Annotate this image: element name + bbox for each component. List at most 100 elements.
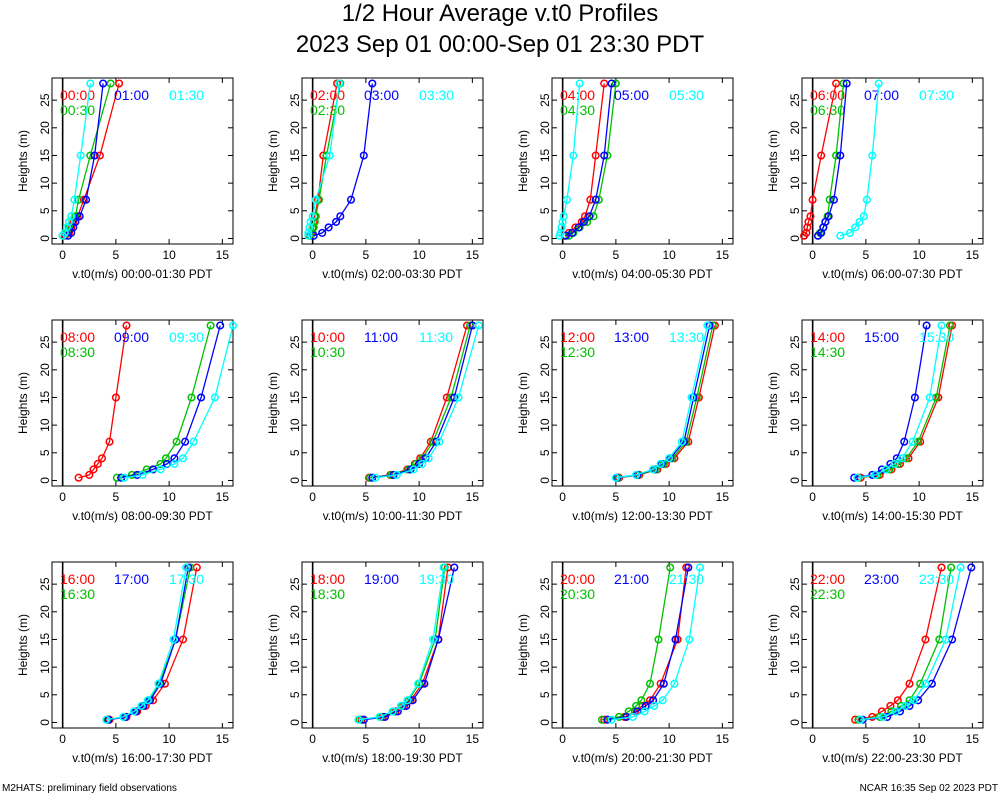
data-point: [558, 217, 567, 226]
x-tick-label: 5: [613, 490, 620, 504]
data-point: [392, 470, 401, 479]
legend-label: 00:00: [60, 87, 95, 103]
data-point: [611, 473, 620, 482]
x-tick-label: 10: [662, 248, 676, 262]
legend-label: 12:30: [560, 344, 595, 360]
x-tick-label: 5: [863, 732, 870, 746]
data-point: [806, 212, 815, 221]
x-tick-label: 15: [966, 248, 980, 262]
x-tick-label: 0: [559, 248, 566, 262]
y-tick-label: 20: [538, 363, 552, 377]
data-point: [74, 473, 83, 482]
data-point: [559, 212, 568, 221]
data-point: [937, 321, 946, 330]
y-tick-label: 25: [288, 335, 302, 349]
data-point: [666, 563, 675, 572]
data-point: [450, 393, 459, 402]
data-point: [371, 473, 380, 482]
data-point: [836, 151, 845, 160]
data-point: [181, 437, 190, 446]
data-point: [637, 696, 646, 705]
profile-panel: 0 5 10 15 0 5 10 15 20 25 v.t0(m/s) 08:00-09:30 PD…: [16, 319, 238, 523]
x-tick-label: 10: [412, 732, 426, 746]
y-tick-label: 15: [38, 632, 52, 646]
x-axis-label: v.t0(m/s) 22:00-23:30 PDT: [822, 751, 963, 765]
y-axis-label: Heights (m): [266, 614, 280, 676]
y-tick-label: 20: [538, 121, 552, 135]
data-point: [591, 151, 600, 160]
data-point: [428, 635, 438, 644]
y-tick-label: 15: [538, 148, 552, 162]
y-tick-label: 0: [288, 477, 302, 484]
data-point: [832, 151, 841, 160]
x-tick-label: 10: [162, 248, 176, 262]
data-point: [640, 707, 649, 716]
data-point: [947, 563, 956, 572]
y-axis-label: Heights (m): [766, 130, 780, 192]
plot-frame: [301, 561, 484, 729]
data-point: [671, 635, 680, 644]
data-point: [86, 79, 95, 88]
profile-panel: 0 5 10 15 0 5 10 15 20 25 v.t0(m/s) 22:00-23:30 PD…: [766, 561, 984, 765]
data-point: [454, 393, 463, 402]
data-point: [474, 321, 483, 330]
data-point: [871, 470, 880, 479]
y-tick-label: 25: [538, 577, 552, 591]
y-axis-label: Heights (m): [266, 372, 280, 434]
y-tick-label: 5: [538, 207, 552, 214]
y-tick-label: 5: [288, 449, 302, 456]
x-tick-label: 0: [59, 732, 66, 746]
y-tick-label: 0: [788, 719, 802, 726]
data-point: [435, 437, 444, 446]
x-tick-label: 0: [559, 732, 566, 746]
legend-label: 17:00: [114, 571, 149, 587]
y-axis-label: Heights (m): [516, 614, 530, 676]
data-point: [591, 195, 600, 204]
data-point: [905, 679, 914, 688]
y-tick-label: 20: [288, 605, 302, 619]
data-point: [859, 212, 868, 221]
x-axis-label: v.t0(m/s) 16:00-17:30 PDT: [72, 751, 213, 765]
y-tick-label: 20: [788, 605, 802, 619]
data-point: [304, 231, 313, 240]
data-point: [684, 563, 693, 572]
x-tick-label: 5: [863, 248, 870, 262]
data-point: [178, 635, 188, 644]
y-tick-label: 15: [788, 390, 802, 404]
y-tick-label: 10: [788, 660, 802, 674]
data-point: [172, 437, 181, 446]
legend-label: 19:30: [419, 571, 454, 587]
data-point: [97, 454, 107, 463]
data-point: [403, 696, 412, 705]
data-point: [703, 321, 712, 330]
chart-subtitle: 2023 Sep 01 00:00-Sep 01 23:30 PDT: [295, 31, 705, 58]
plot-frame: [301, 319, 484, 487]
data-point: [112, 473, 121, 482]
x-tick-label: 0: [59, 248, 66, 262]
series-line: [607, 567, 689, 721]
data-point: [654, 635, 663, 644]
profile-panel: 0 5 10 15 0 5 10 15 20 25 v.t0(m/s) 00:00-01:30 PD…: [16, 77, 234, 281]
data-point: [868, 151, 877, 160]
profile-panel: 0 5 10 15 0 5 10 15 20 25 v.t0(m/s) 02:00-03:30 PD…: [266, 77, 484, 281]
data-point: [586, 195, 595, 204]
data-point: [318, 228, 327, 237]
y-tick-label: 5: [38, 207, 52, 214]
data-point: [808, 195, 817, 204]
legend-label: 11:00: [364, 329, 398, 345]
data-point: [143, 696, 152, 705]
data-point: [914, 696, 923, 705]
data-point: [138, 470, 147, 479]
y-tick-label: 10: [538, 418, 552, 432]
legend-label: 16:00: [60, 571, 95, 587]
data-point: [925, 393, 934, 402]
y-tick-label: 0: [288, 719, 302, 726]
data-point: [685, 635, 694, 644]
data-point: [839, 79, 848, 88]
series-line: [106, 567, 187, 721]
profile-panel: 0 5 10 15 0 5 10 15 20 25 v.t0(m/s) 20:00-21:30 PD…: [516, 561, 734, 765]
series-line: [860, 567, 962, 721]
data-point: [67, 212, 76, 221]
data-point: [891, 707, 900, 716]
data-point: [842, 79, 851, 88]
